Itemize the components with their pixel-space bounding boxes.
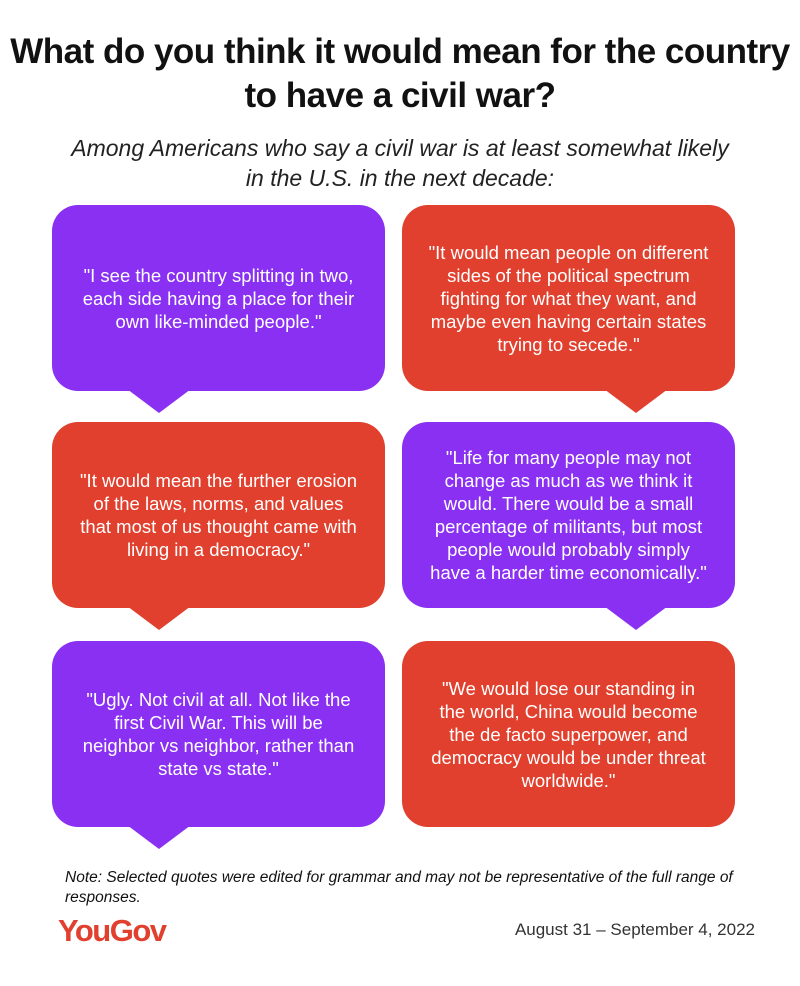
bubble-tail: [127, 606, 191, 630]
bubble-tail: [604, 606, 668, 630]
quote-text: "It would mean people on different sides…: [428, 241, 709, 355]
quote-text: "I see the country splitting in two, eac…: [82, 264, 355, 332]
quote-bubble: "I see the country splitting in two, eac…: [52, 205, 385, 413]
subtitle: Among Americans who say a civil war is a…: [71, 135, 729, 191]
quote-bubble: "It would mean people on different sides…: [402, 205, 735, 413]
quote-bubble: "Life for many people may not change as …: [402, 422, 735, 630]
bubble-tail: [127, 825, 191, 849]
quote-text: "It would mean the further erosion of th…: [79, 470, 358, 560]
page-title: What do you think it would mean for the …: [10, 32, 790, 115]
footnote: Note: Selected quotes were edited for gr…: [65, 869, 733, 906]
quote-bubble: "It would mean the further erosion of th…: [52, 422, 385, 630]
quote-text: "Life for many people may not change as …: [430, 447, 707, 583]
quote-text: "Ugly. Not civil at all. Not like the fi…: [82, 689, 355, 779]
quote-text: "We would lose our standing in the world…: [431, 677, 706, 791]
quote-bubble: "Ugly. Not civil at all. Not like the fi…: [52, 641, 385, 849]
quote-bubble: "We would lose our standing in the world…: [402, 641, 735, 827]
bubble-tail: [127, 389, 191, 413]
yougov-logo: YouGov: [58, 913, 167, 948]
survey-date: August 31 – September 4, 2022: [514, 920, 755, 939]
bubble-tail: [604, 389, 668, 413]
